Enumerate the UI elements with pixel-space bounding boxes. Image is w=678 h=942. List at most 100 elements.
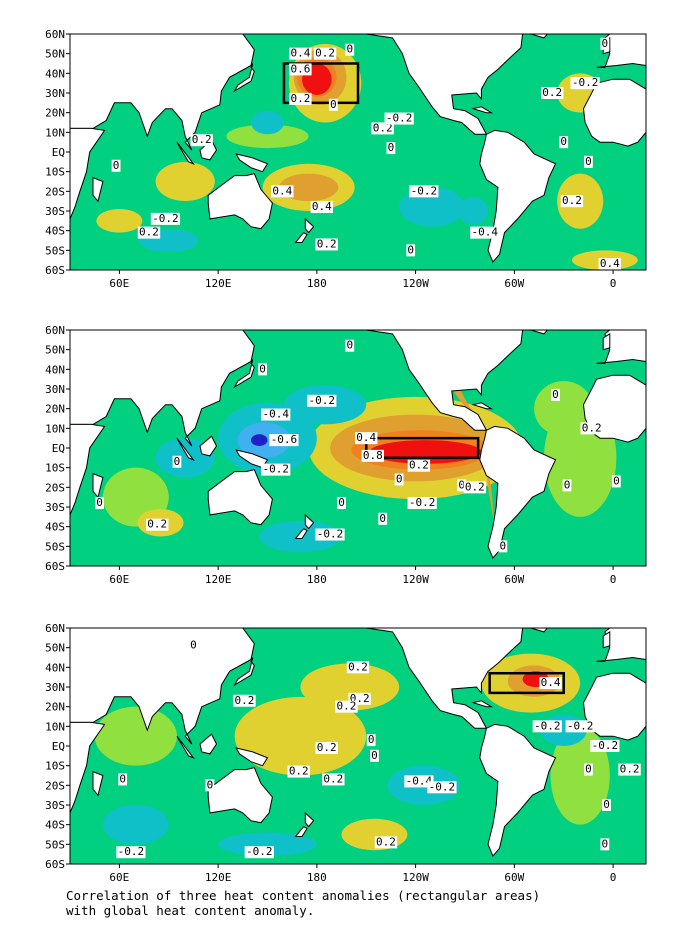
- contour-label: -0.2: [534, 719, 561, 732]
- lat-tick-label: 30S: [45, 501, 65, 514]
- map-panel-north-atlantic: 0 0.2 0.2 0.2 0.2 0.2 0 0 0.2 0.2 -0.4 -0.2 0 0 -0.2 -0…: [0, 618, 678, 892]
- lon-tick-label: 120E: [205, 277, 232, 290]
- contour-label: 0.2: [376, 835, 396, 848]
- contour-label-bg: [190, 134, 213, 147]
- lat-tick-label: 50S: [45, 244, 65, 257]
- contour-label: 0.2: [139, 226, 159, 239]
- heat-band: [458, 197, 489, 225]
- contour-label: 0.2: [192, 133, 212, 146]
- heat-band: [341, 818, 408, 851]
- correlation-box: [488, 671, 565, 695]
- contour-label-bg: [287, 765, 310, 778]
- contour-label-bg: [337, 497, 346, 510]
- contour-label: 0.2: [562, 194, 582, 207]
- contour-label-bg: [366, 734, 376, 747]
- contour-label: 0: [560, 135, 567, 148]
- land-north-america: [341, 627, 524, 729]
- lat-tick-label: 20N: [45, 701, 65, 714]
- contour-label: 0.2: [409, 459, 429, 472]
- contour-label-bg: [378, 512, 388, 525]
- lat-tick-label: 60S: [45, 858, 65, 871]
- lon-tick-label: 60E: [109, 277, 129, 290]
- lat-tick-label: 60S: [45, 264, 65, 277]
- contour-label: 0.6: [290, 62, 310, 75]
- contour-label-bg: [470, 226, 500, 239]
- heat-band: [534, 381, 594, 437]
- contour-label-bg: [559, 136, 569, 149]
- contour-label-bg: [386, 142, 396, 155]
- land-north-america: [341, 329, 524, 431]
- lat-tick-label: 30S: [45, 799, 65, 812]
- land-new-zealand-south: [294, 527, 308, 539]
- lat-tick-label: 30S: [45, 205, 65, 218]
- contour-label-bg: [322, 773, 345, 786]
- contour-label: 0.2: [323, 772, 343, 785]
- contour-label: 0: [613, 474, 620, 487]
- contour-label-bg: [118, 773, 128, 786]
- contour-label: 0: [585, 155, 592, 168]
- contour-label-bg: [345, 339, 355, 352]
- lat-tick-label: EQ: [52, 740, 65, 753]
- contour-label: 0: [564, 478, 571, 491]
- land-new-zealand-north: [304, 811, 315, 828]
- contour-label: -0.4: [406, 774, 433, 787]
- contour-label: 0: [346, 339, 353, 352]
- lon-tick-label: 120W: [402, 871, 429, 884]
- lon-tick-label: 180: [307, 573, 327, 586]
- contour-label: 0.4: [600, 257, 620, 270]
- lat-tick-label: 30N: [45, 383, 65, 396]
- land-new-zealand-north: [304, 513, 315, 530]
- land-japan: [233, 359, 255, 389]
- map-panel-equatorial-pacific: 0 0 -0.2 -0.4 -0.6 0.4 -0.2 0.8 0 0 0.2 -0.2 0 0.2 0 0-…: [0, 320, 678, 594]
- contour-label: 0.4: [272, 184, 292, 197]
- land-australia: [207, 469, 273, 526]
- lon-tick-label: 120W: [402, 573, 429, 586]
- contour-label: -0.2: [246, 845, 273, 858]
- contour-label: 0.2: [337, 700, 357, 713]
- contour-label-bg: [598, 258, 621, 271]
- contour-label-bg: [313, 47, 337, 60]
- contour-label: -0.2: [317, 528, 344, 541]
- contour-label: 0: [379, 512, 386, 525]
- contour-label-bg: [355, 432, 378, 445]
- contour-label: 0.8: [363, 449, 383, 462]
- lat-tick-label: 20N: [45, 107, 65, 120]
- lat-tick-label: 10N: [45, 720, 65, 733]
- contour-label-bg: [600, 838, 610, 851]
- lat-tick-label: 50S: [45, 838, 65, 851]
- correlation-box: [282, 62, 360, 105]
- contour-label-bg: [600, 37, 610, 50]
- contour-label: 0.2: [317, 741, 337, 754]
- contour-label: 0.2: [542, 86, 562, 99]
- contour-label-bg: [95, 497, 105, 510]
- land-borneo: [199, 733, 218, 755]
- land-australia: [207, 173, 273, 230]
- heat-band: [234, 696, 367, 776]
- lat-tick-label: EQ: [52, 442, 65, 455]
- figure-caption: Correlation of three heat content anomal…: [66, 888, 666, 918]
- contour-label: 0.2: [620, 763, 640, 776]
- correlation-box: [364, 436, 480, 460]
- contour-label: 0: [330, 98, 337, 111]
- contour-label: -0.4: [471, 226, 498, 239]
- heat-band: [218, 832, 317, 857]
- lat-tick-label: 20S: [45, 779, 65, 792]
- contour-label-bg: [205, 779, 215, 792]
- contour-label: 0: [338, 496, 345, 509]
- lat-tick-label: 20S: [45, 185, 65, 198]
- land-asia-europe: [69, 627, 255, 745]
- lon-tick-label: 0: [610, 573, 617, 586]
- contour-label: -0.2: [309, 394, 336, 407]
- heat-band: [300, 663, 400, 711]
- contour-label: 0.4: [290, 47, 310, 60]
- contour-label: 0.2: [290, 92, 310, 105]
- heat-band: [251, 434, 268, 447]
- contour-label-bg: [584, 155, 593, 168]
- contour-label: -0.2: [262, 463, 289, 476]
- contour-label: -0.2: [567, 719, 594, 732]
- contour-label-bg: [289, 63, 312, 76]
- contour-label: 0: [500, 539, 507, 552]
- land-africa-east: [69, 127, 106, 220]
- contour-label-bg: [532, 720, 562, 733]
